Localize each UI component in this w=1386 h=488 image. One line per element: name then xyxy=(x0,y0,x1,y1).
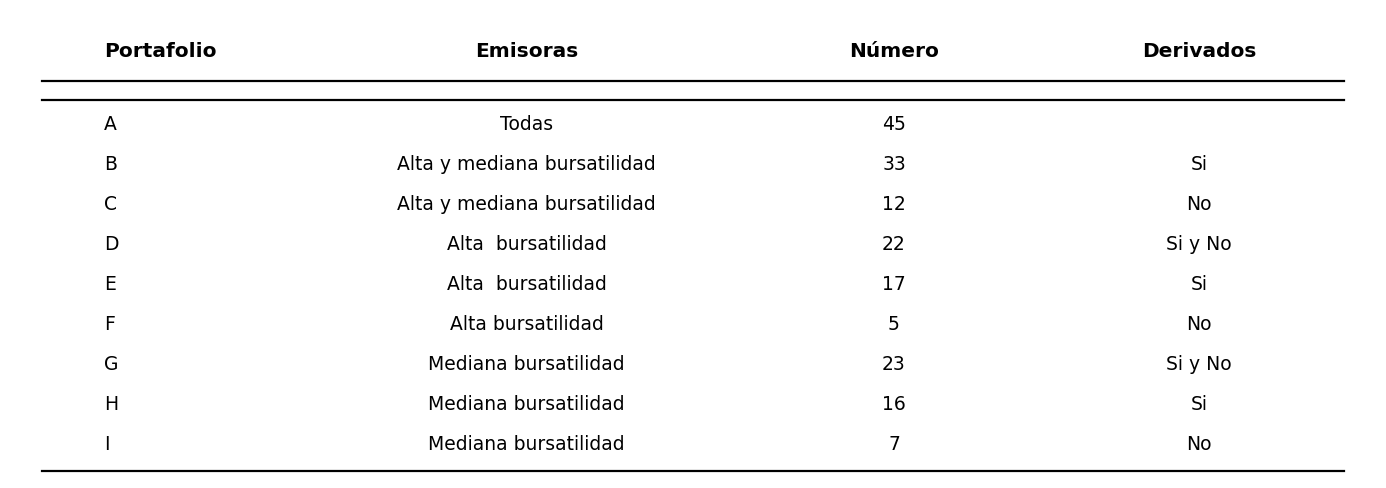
Text: Alta  bursatilidad: Alta bursatilidad xyxy=(446,275,607,294)
Text: F: F xyxy=(104,315,115,334)
Text: Si: Si xyxy=(1191,155,1207,174)
Text: E: E xyxy=(104,275,116,294)
Text: Si: Si xyxy=(1191,275,1207,294)
Text: Portafolio: Portafolio xyxy=(104,42,216,61)
Text: H: H xyxy=(104,395,118,414)
Text: Mediana bursatilidad: Mediana bursatilidad xyxy=(428,395,625,414)
Text: Mediana bursatilidad: Mediana bursatilidad xyxy=(428,355,625,374)
Text: 23: 23 xyxy=(881,355,906,374)
Text: Alta y mediana bursatilidad: Alta y mediana bursatilidad xyxy=(398,155,656,174)
Text: 7: 7 xyxy=(888,435,900,454)
Text: I: I xyxy=(104,435,109,454)
Text: Todas: Todas xyxy=(500,115,553,134)
Text: Alta y mediana bursatilidad: Alta y mediana bursatilidad xyxy=(398,195,656,214)
Text: 16: 16 xyxy=(881,395,906,414)
Text: 5: 5 xyxy=(888,315,900,334)
Text: G: G xyxy=(104,355,118,374)
Text: D: D xyxy=(104,235,118,254)
Text: No: No xyxy=(1186,195,1211,214)
Text: 45: 45 xyxy=(881,115,906,134)
Text: C: C xyxy=(104,195,116,214)
Text: 22: 22 xyxy=(881,235,906,254)
Text: Si y No: Si y No xyxy=(1166,235,1232,254)
Text: 33: 33 xyxy=(881,155,906,174)
Text: 12: 12 xyxy=(881,195,906,214)
Text: Alta bursatilidad: Alta bursatilidad xyxy=(449,315,604,334)
Text: Si y No: Si y No xyxy=(1166,355,1232,374)
Text: Si: Si xyxy=(1191,395,1207,414)
Text: No: No xyxy=(1186,435,1211,454)
Text: Mediana bursatilidad: Mediana bursatilidad xyxy=(428,435,625,454)
Text: B: B xyxy=(104,155,116,174)
Text: Derivados: Derivados xyxy=(1142,42,1256,61)
Text: Emisoras: Emisoras xyxy=(475,42,578,61)
Text: A: A xyxy=(104,115,116,134)
Text: 17: 17 xyxy=(881,275,906,294)
Text: Alta  bursatilidad: Alta bursatilidad xyxy=(446,235,607,254)
Text: Número: Número xyxy=(850,42,938,61)
Text: No: No xyxy=(1186,315,1211,334)
